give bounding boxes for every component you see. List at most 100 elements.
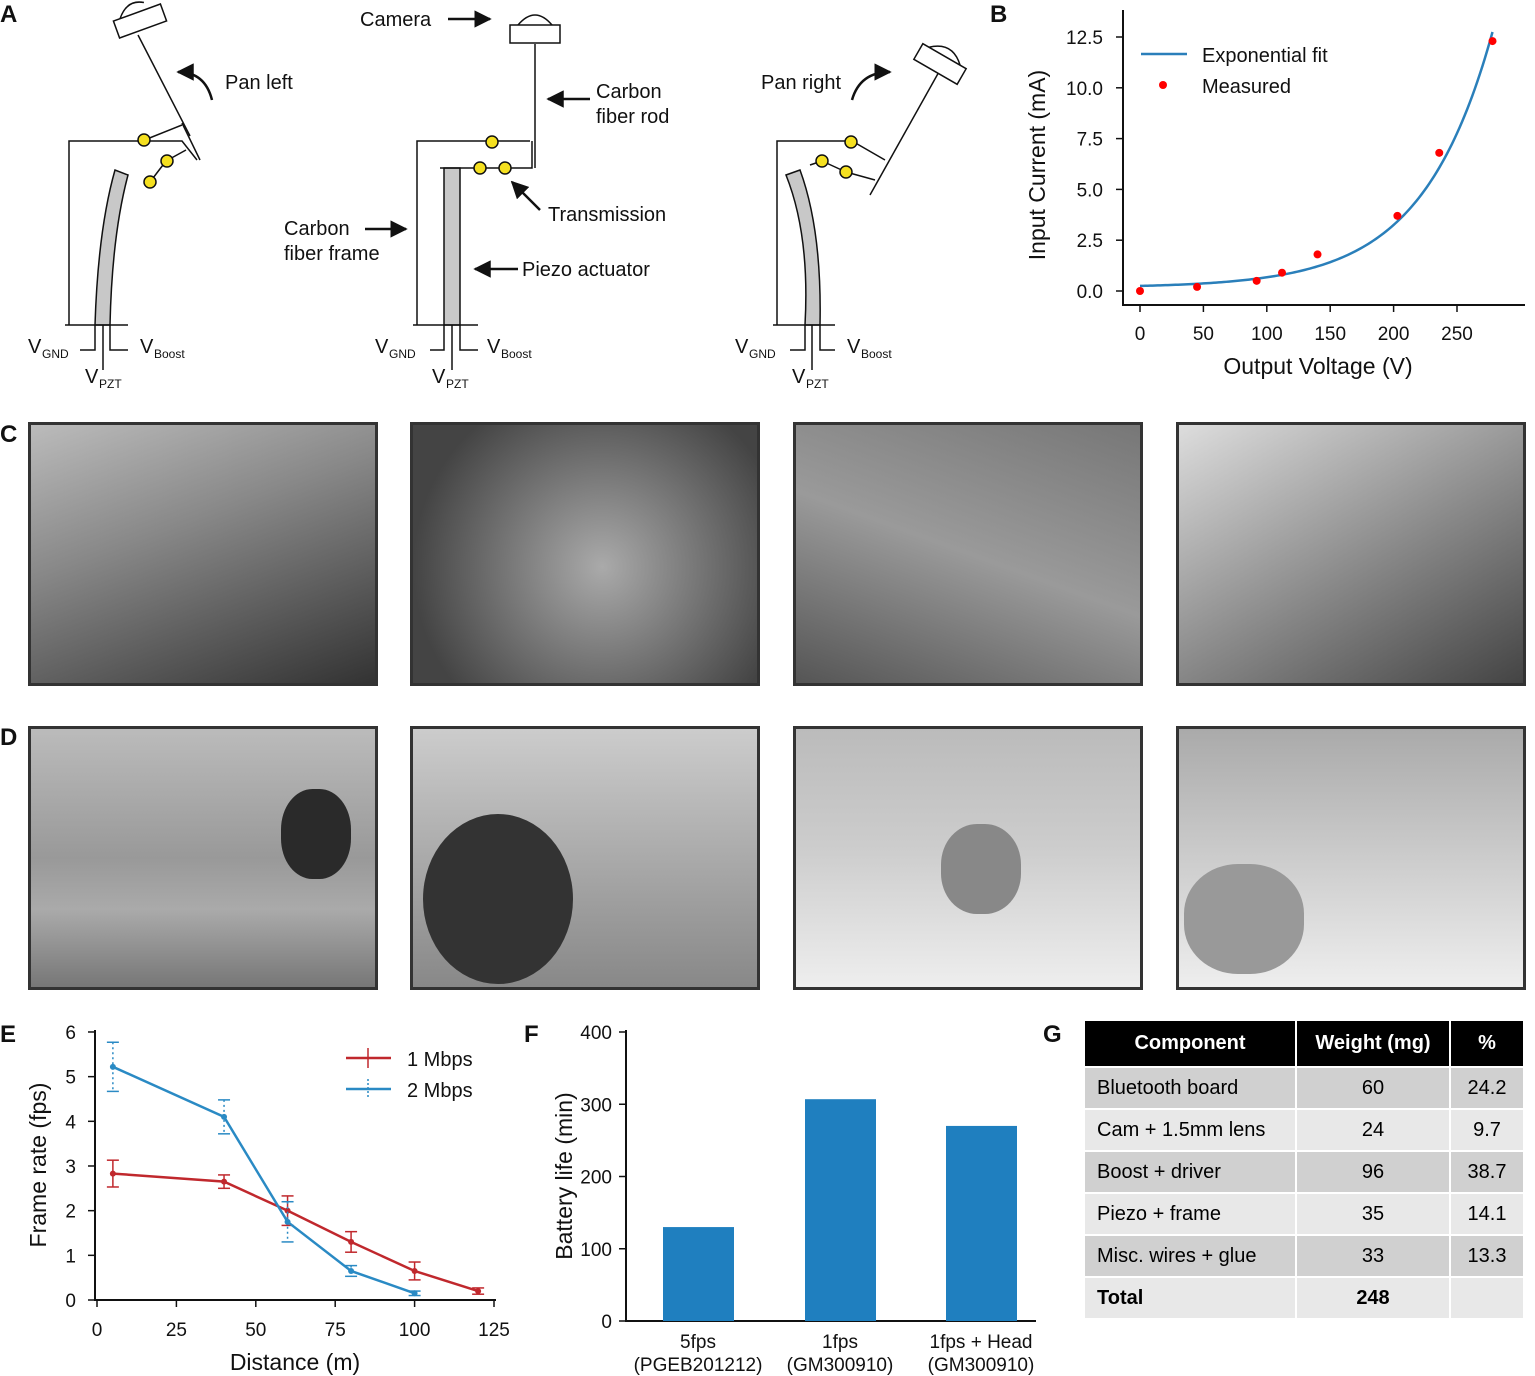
- x-tick-label: 50: [245, 1320, 266, 1341]
- x-tick-label: 125: [478, 1320, 510, 1341]
- joint-circle: [844, 135, 858, 149]
- label-transmission: Transmission: [548, 204, 666, 226]
- table-row: Misc. wires + glue 33 13.3: [1085, 1234, 1523, 1276]
- joint-circle: [137, 133, 151, 147]
- label-gnd-sub: GND: [389, 347, 416, 361]
- x-tick-label: 50: [1193, 324, 1214, 345]
- animal-silhouette: [941, 824, 1021, 914]
- x-tick-label: (PGEB201212): [634, 1355, 763, 1376]
- table-row: Boost + driver 96 38.7: [1085, 1150, 1523, 1192]
- data-point: [475, 1288, 482, 1295]
- percent-cell: 38.7: [1451, 1150, 1523, 1192]
- label-v-pzt: V: [432, 366, 446, 388]
- measured-point: [1393, 211, 1402, 220]
- joint-circle: [143, 175, 157, 189]
- total-row: Total 248: [1085, 1276, 1523, 1318]
- fit-line: [1139, 31, 1494, 288]
- label-boost-sub: Boost: [501, 347, 532, 361]
- percent-cell: [1451, 1276, 1523, 1318]
- percent-cell: 13.3: [1451, 1234, 1523, 1276]
- weight-cell: 60: [1297, 1066, 1449, 1108]
- y-tick-label: 200: [580, 1168, 612, 1189]
- photo-foliage-and-structure: [793, 422, 1143, 686]
- panel-label-f: F: [524, 1021, 539, 1048]
- label-boost-sub: Boost: [861, 347, 892, 361]
- legend-measured-label: Measured: [1202, 76, 1291, 98]
- data-point: [284, 1218, 291, 1225]
- y-tick-label: 400: [580, 1023, 612, 1044]
- component-cell: Misc. wires + glue: [1085, 1234, 1295, 1276]
- label-pan-left: Pan left: [225, 72, 293, 94]
- y-tick-label: 0.0: [1077, 282, 1103, 303]
- diagram-center: [365, 10, 590, 370]
- measured-point: [1136, 287, 1144, 295]
- animal-silhouette: [423, 814, 573, 984]
- joint-circle: [485, 135, 499, 149]
- label-v-gnd: V: [735, 336, 749, 358]
- x-tick-label: (GM300910): [928, 1355, 1035, 1376]
- label-v-gnd: V: [375, 336, 389, 358]
- y-tick-label: 7.5: [1077, 130, 1103, 151]
- photo-crow-close: [410, 726, 760, 990]
- y-tick-label: 2.5: [1077, 231, 1103, 252]
- bar: [663, 1227, 734, 1321]
- y-tick-label: 3: [65, 1157, 76, 1178]
- label-v-pzt: V: [85, 366, 99, 388]
- label-pan-right: Pan right: [761, 72, 841, 94]
- x-tick-label: 200: [1378, 324, 1410, 345]
- x-tick-label: 100: [1251, 324, 1283, 345]
- data-point: [221, 1178, 228, 1185]
- x-tick-label: 1fps: [822, 1332, 858, 1353]
- percent-cell: 14.1: [1451, 1192, 1523, 1234]
- joint-circle: [160, 154, 174, 168]
- chart-e-frame-rate-vs-distance: 0 25 50 75 100 125 0 1 2 3 4 5 6 Distance (m) Frame ra…: [25, 1023, 510, 1375]
- weight-table: Component Weight (mg) % Bluetooth board 6…: [1083, 1021, 1525, 1318]
- x-tick-label: 150: [1314, 324, 1346, 345]
- measured-point: [1278, 268, 1287, 277]
- bar: [805, 1099, 876, 1321]
- animal-silhouette: [281, 789, 351, 879]
- y-axis-label: Battery life (min): [551, 1092, 577, 1259]
- weight-cell: 24: [1297, 1108, 1449, 1150]
- data-point: [348, 1267, 355, 1274]
- data-point: [411, 1267, 418, 1274]
- label-camera: Camera: [360, 9, 432, 31]
- actuator-diagram: [65, 1, 968, 370]
- measured-point: [1193, 282, 1202, 291]
- label-pzt-sub: PZT: [806, 377, 829, 391]
- chart-b-current-vs-voltage: 0 50 100 150 200 250 0.0 2.5 5.0 7.5 10.0 12.5 Outpu…: [1024, 10, 1525, 379]
- y-tick-label: 6: [65, 1023, 76, 1044]
- measured-point: [1252, 276, 1261, 285]
- data-point: [348, 1238, 355, 1245]
- legend-measured-swatch: [1159, 81, 1167, 89]
- weight-cell: 35: [1297, 1192, 1449, 1234]
- joint-circle: [498, 161, 512, 175]
- legend-label: 2 Mbps: [407, 1080, 473, 1102]
- weight-cell: 96: [1297, 1150, 1449, 1192]
- label-gnd-sub: GND: [749, 347, 776, 361]
- joint-circle: [839, 165, 853, 179]
- y-tick-label: 10.0: [1066, 79, 1103, 100]
- label-v-pzt: V: [792, 366, 806, 388]
- label-v-boost: V: [140, 336, 154, 358]
- table-row: Cam + 1.5mm lens 24 9.7: [1085, 1108, 1523, 1150]
- x-tick-label: (GM300910): [787, 1355, 894, 1376]
- component-cell: Boost + driver: [1085, 1150, 1295, 1192]
- y-tick-label: 0: [601, 1312, 612, 1333]
- table-row: Piezo + frame 35 14.1: [1085, 1192, 1523, 1234]
- weight-cell: 33: [1297, 1234, 1449, 1276]
- y-tick-label: 5: [65, 1068, 76, 1089]
- label-v-boost: V: [847, 336, 861, 358]
- x-tick-label: 100: [399, 1320, 431, 1341]
- label-carbon-fiber-rod-2: fiber rod: [596, 106, 669, 128]
- photo-truck-under-foliage: [1176, 422, 1526, 686]
- x-tick-label: 250: [1441, 324, 1473, 345]
- percent-cell: 9.7: [1451, 1108, 1523, 1150]
- x-tick-label: 75: [325, 1320, 346, 1341]
- y-tick-label: 5.0: [1077, 180, 1103, 201]
- joint-circle: [473, 161, 487, 175]
- percent-cell: 24.2: [1451, 1066, 1523, 1108]
- joint-circle: [815, 154, 829, 168]
